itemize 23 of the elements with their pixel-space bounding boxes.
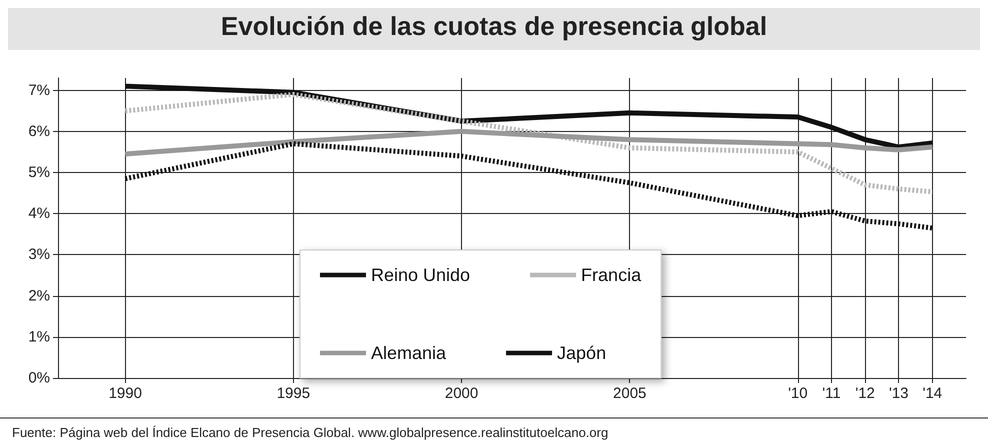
y-tick-label: 0% xyxy=(28,370,50,386)
y-tick-label: 1% xyxy=(28,328,50,346)
y-tick-label: 6% xyxy=(28,122,50,140)
x-tick-label: '13 xyxy=(888,385,909,402)
y-tick-label: 4% xyxy=(28,205,50,222)
chart-title: Evolución de las cuotas de presencia global xyxy=(220,11,768,41)
legend-label: Reino Unido xyxy=(371,265,470,285)
x-tick-label: 2005 xyxy=(613,385,646,402)
legend-label: Japón xyxy=(557,343,606,363)
x-tick-label: '11 xyxy=(822,385,841,402)
y-tick-label: 2% xyxy=(28,287,50,304)
y-tick-label: 5% xyxy=(28,164,50,182)
x-tick-label: '12 xyxy=(855,385,875,402)
y-tick-label: 7% xyxy=(28,82,50,99)
legend-label: Alemania xyxy=(371,343,448,363)
x-tick-label: 1995 xyxy=(276,385,310,402)
y-tick-label: 3% xyxy=(28,246,50,264)
x-tick-label: '10 xyxy=(788,385,808,402)
legend-label: Francia xyxy=(581,265,642,285)
x-tick-label: 2000 xyxy=(444,385,478,402)
source-note: Fuente: Página web del Índice Elcano de Presencia Global. www.globalpresence.realinstitutoelcano.org xyxy=(12,425,608,440)
x-tick-label: '14 xyxy=(922,385,942,402)
x-tick-label: 1990 xyxy=(108,385,142,402)
